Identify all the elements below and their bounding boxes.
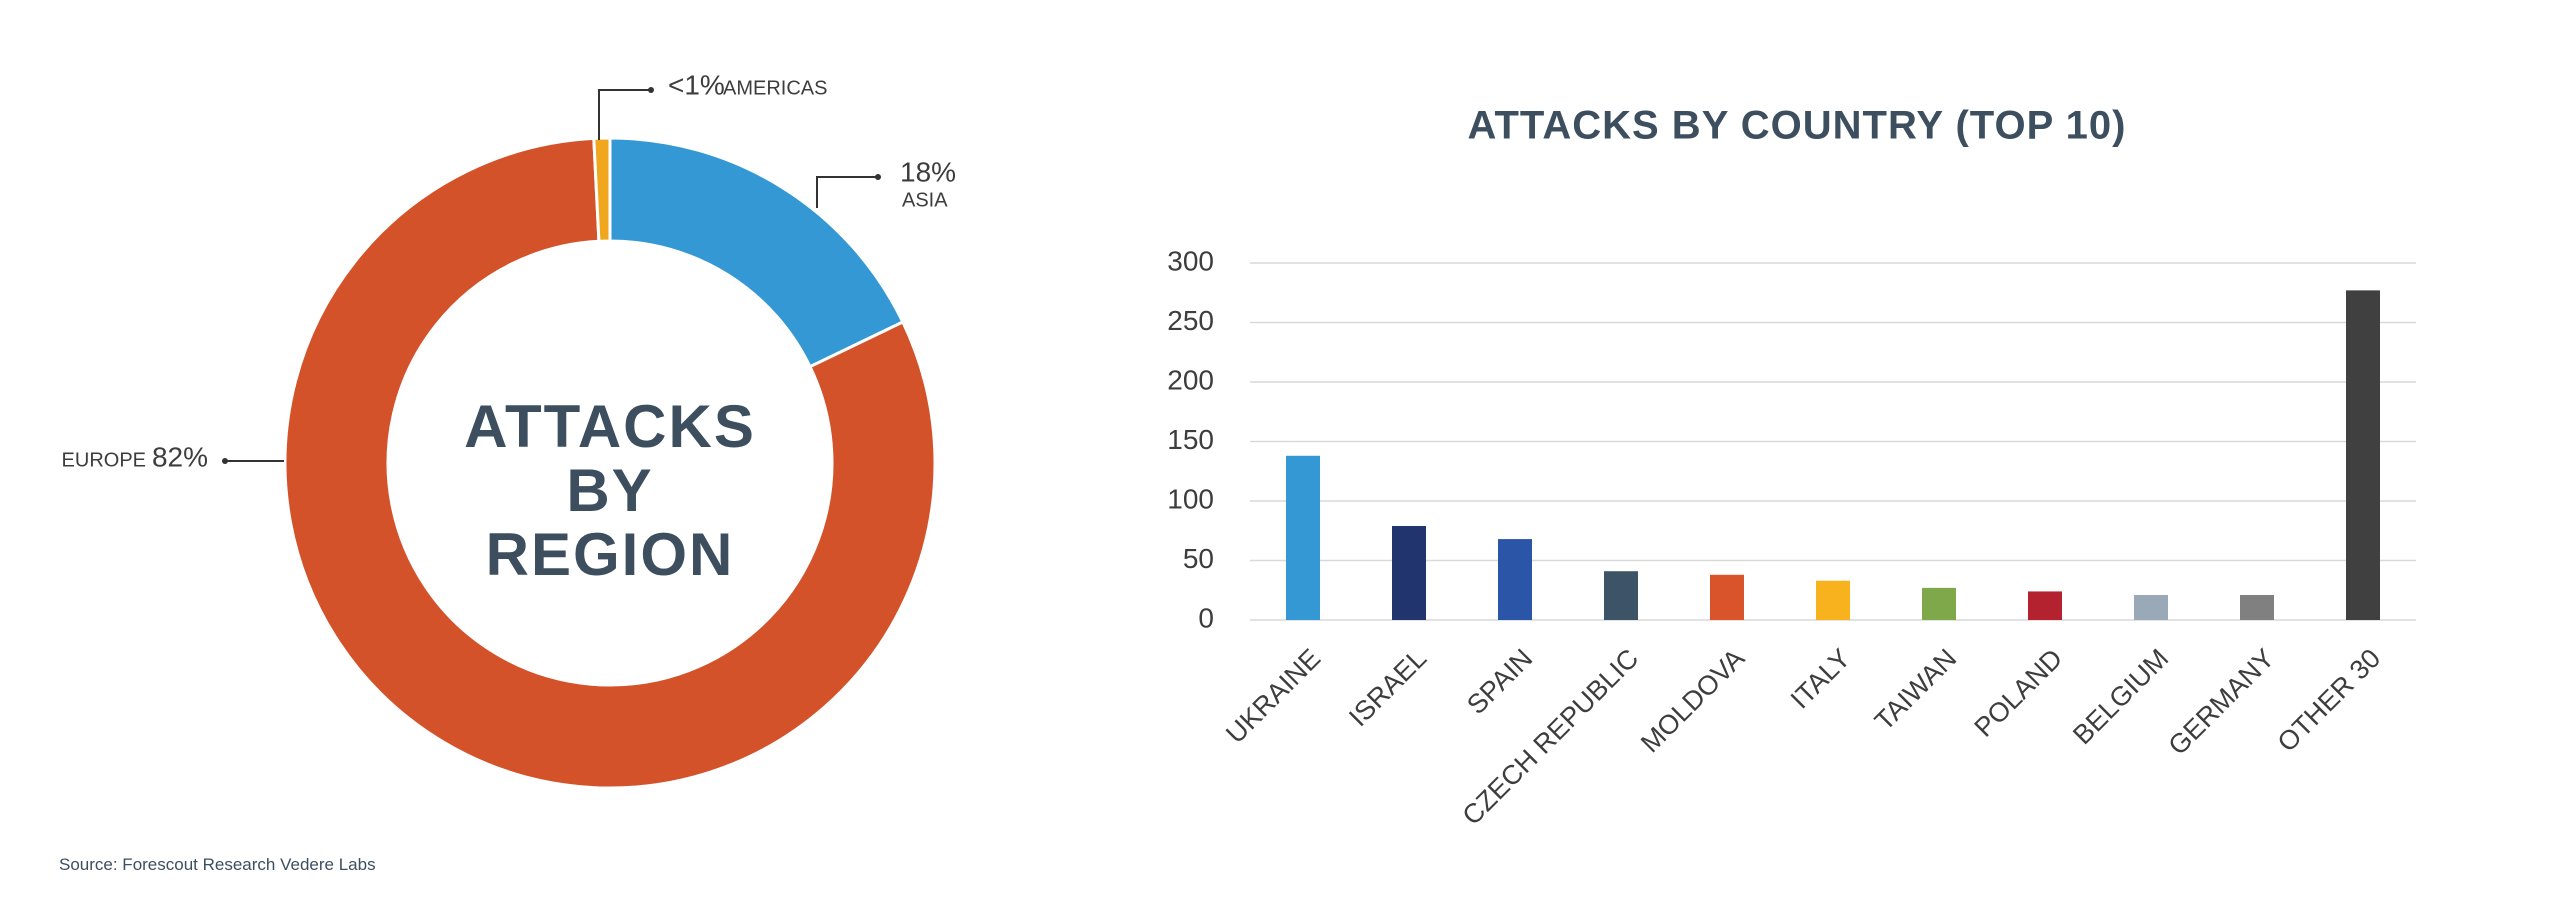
leader-line (598, 89, 651, 140)
y-tick-label: 300 (1167, 245, 1214, 276)
x-tick-label: ISRAEL (1343, 643, 1432, 732)
x-tick-label: SPAIN (1461, 643, 1538, 720)
bar (1816, 580, 1850, 620)
y-tick-label: 0 (1198, 602, 1214, 633)
bar (2346, 290, 2380, 620)
slice-value-label: 18% (900, 156, 956, 187)
slice-value-label: <1% (668, 69, 725, 100)
bar (2134, 595, 2168, 620)
bar (1498, 539, 1532, 620)
x-tick-label: UKRAINE (1220, 643, 1326, 749)
bar (1286, 455, 1320, 620)
y-tick-label: 200 (1167, 364, 1214, 395)
bar (1710, 574, 1744, 620)
x-tick-label: ITALY (1785, 643, 1856, 714)
x-tick-label: CZECH REPUBLIC (1457, 643, 1645, 831)
bar (1604, 571, 1638, 620)
bar (1922, 587, 1956, 620)
x-tick-label: TAIWAN (1869, 643, 1962, 736)
x-tick-label: POLAND (1969, 643, 2069, 743)
bar (1392, 525, 1426, 620)
slice-label: EUROPE (62, 449, 146, 471)
chart-title: ATTACKS BY COUNTRY (TOP 10) (1468, 104, 2127, 148)
donut-slice (608, 136, 905, 369)
x-tick-label: BELGIUM (2067, 643, 2174, 750)
slice-label: ASIA (902, 189, 948, 211)
leader-line (816, 176, 878, 208)
bar (2240, 595, 2274, 620)
x-tick-label: GERMANY (2163, 643, 2281, 761)
leader-dot (875, 174, 881, 180)
y-tick-label: 100 (1167, 483, 1214, 514)
leader-dot (222, 458, 228, 464)
y-tick-label: 50 (1183, 543, 1214, 574)
x-tick-label: MOLDOVA (1635, 643, 1750, 758)
donut-slice (283, 136, 937, 790)
slice-label: AMERICAS (723, 77, 827, 99)
x-tick-label: OTHER 30 (2272, 643, 2387, 758)
source-note: Source: Forescout Research Vedere Labs (59, 855, 376, 874)
y-tick-label: 250 (1167, 305, 1214, 336)
donut-title: ATTACKS BY REGION (464, 393, 756, 588)
y-tick-label: 150 (1167, 424, 1214, 455)
bar (2028, 591, 2062, 620)
leader-dot (648, 87, 654, 93)
slice-value-label: 82% (152, 441, 208, 472)
